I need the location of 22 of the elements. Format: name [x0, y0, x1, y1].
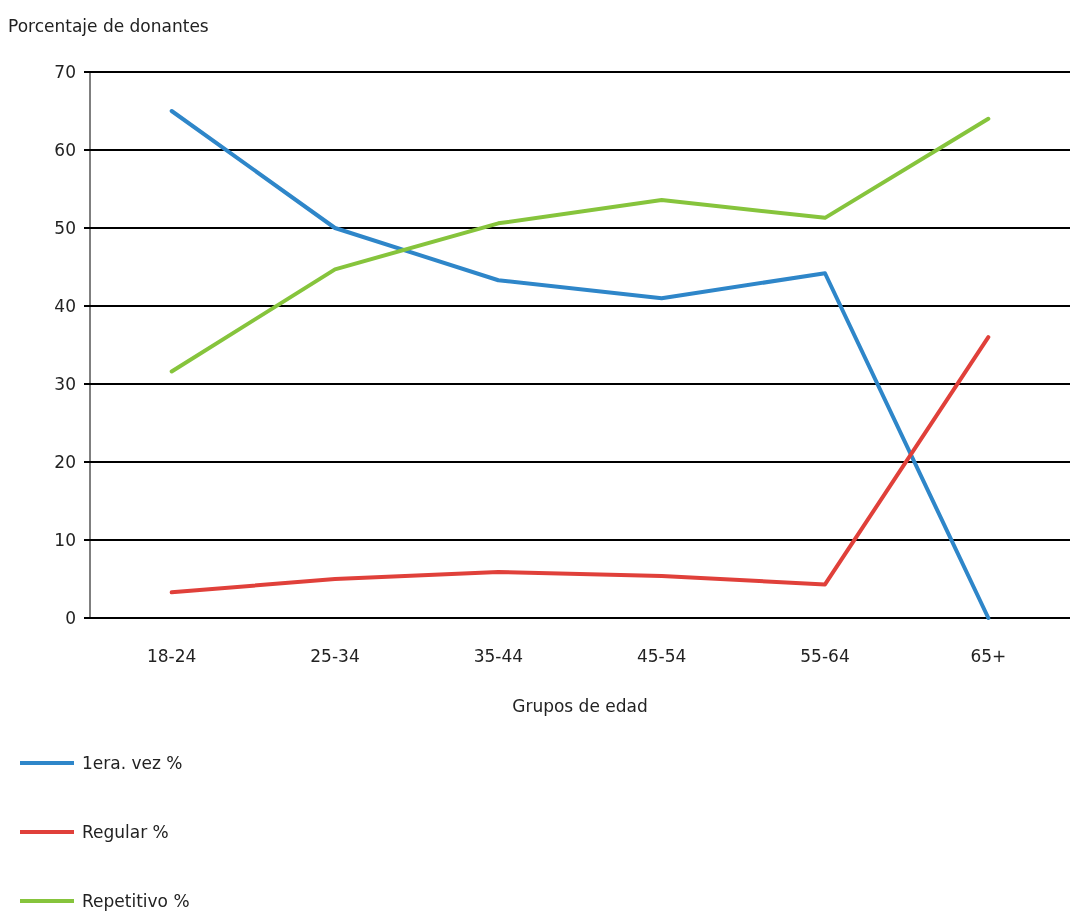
y-tick-label: 70 — [54, 61, 76, 82]
legend-label: Repetitivo % — [82, 890, 190, 911]
x-tick-label: 45-54 — [636, 646, 687, 666]
line-series — [169, 109, 991, 620]
y-tick-label: 10 — [54, 529, 76, 550]
x-tick-label: 35-44 — [473, 646, 524, 666]
x-tick-label: 55-64 — [800, 646, 850, 666]
y-tick-label: 60 — [54, 139, 76, 160]
y-tick-label: 0 — [65, 607, 76, 628]
x-tick-label: 65+ — [970, 646, 1007, 666]
y-tick-label: 50 — [54, 217, 76, 238]
legend-label: Regular % — [82, 821, 169, 842]
y-axis-title: Porcentaje de donantes — [8, 16, 209, 36]
x-axis-title: Grupos de edad — [512, 696, 648, 716]
x-tick-label: 25-34 — [310, 646, 360, 666]
y-tick-label: 20 — [54, 451, 76, 472]
legend-label: 1era. vez % — [82, 752, 183, 773]
line-series — [169, 335, 991, 595]
x-tick-label: 18-24 — [146, 646, 197, 666]
line-series — [169, 116, 991, 374]
y-tick-label: 40 — [54, 295, 76, 316]
y-tick-label: 30 — [54, 373, 76, 394]
